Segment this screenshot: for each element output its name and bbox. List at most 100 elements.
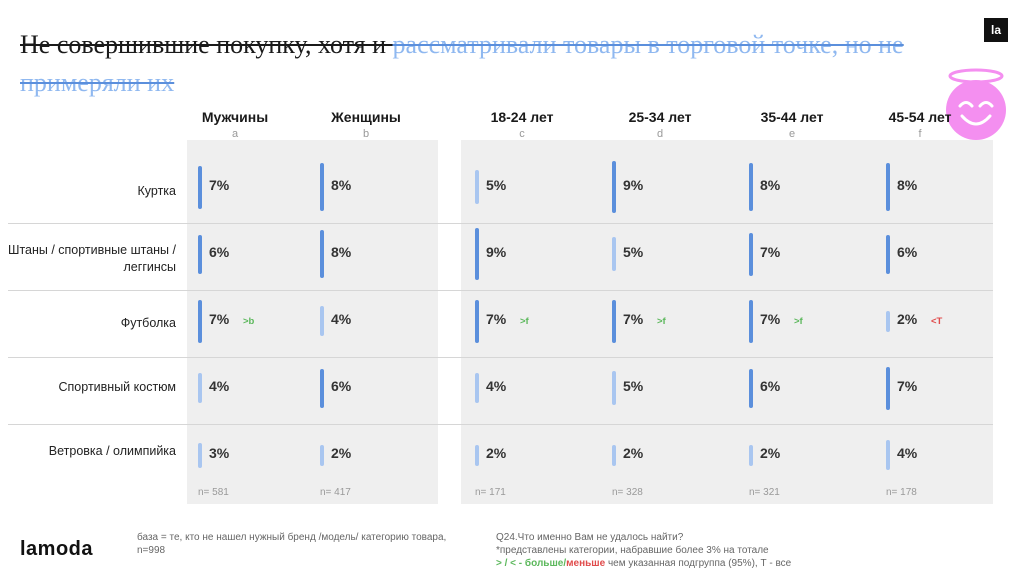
cell-value: 5%: [486, 177, 507, 193]
value-bar: [198, 165, 202, 209]
value-bar: [612, 371, 616, 405]
legend-rest: чем указанная подгруппа (95%), Т - все: [605, 558, 792, 569]
value-bar: [886, 163, 890, 211]
cell-value: 5%: [623, 244, 644, 260]
cell-value: 7%: [209, 311, 230, 327]
column-letter-a: a: [231, 128, 239, 140]
value-bar: [749, 163, 753, 211]
page-title: Не совершившие покупку, хотя и рассматри…: [20, 26, 960, 102]
column-header-d: 25-34 лет: [628, 109, 692, 125]
value-bar: [749, 232, 753, 276]
row-separator: [8, 424, 993, 425]
row-label: Футболка: [120, 316, 176, 330]
value-bar: [475, 170, 479, 204]
cell-value: 3%: [209, 445, 230, 461]
value-bar: [198, 299, 202, 343]
value-bar: [749, 368, 753, 408]
value-bar: [475, 444, 479, 466]
cell-value: 5%: [623, 378, 644, 394]
legend-less: меньше: [566, 558, 606, 569]
lamoda-logo: lamoda: [20, 538, 94, 560]
value-bar: [320, 444, 324, 466]
column-header-e: 35-44 лет: [760, 109, 824, 125]
value-bar: [612, 444, 616, 466]
cell-value: 8%: [760, 177, 781, 193]
cell-value: 2%: [331, 445, 352, 461]
cell-value: 8%: [331, 177, 352, 193]
value-bar: [320, 306, 324, 336]
cell-value: 7%: [897, 378, 918, 394]
value-bar: [612, 237, 616, 271]
cell-value: 6%: [897, 244, 918, 260]
cell-value: 4%: [209, 378, 230, 394]
cell-value: 8%: [897, 177, 918, 193]
cell-value: 6%: [209, 244, 230, 260]
column-letter-c: c: [519, 128, 525, 140]
value-bar: [475, 299, 479, 343]
column-letter-e: e: [788, 128, 796, 140]
row-separator: [8, 223, 993, 224]
title-part-black: Не совершившие покупку, хотя и: [20, 30, 393, 59]
cell-value: 2%: [486, 445, 507, 461]
row-separator: [8, 357, 993, 358]
value-bar: [320, 163, 324, 211]
cell-value: 2%: [623, 445, 644, 461]
column-header-f: 45-54 лет: [888, 109, 952, 125]
value-bar: [886, 366, 890, 410]
legend-sig: > / < - больше/: [496, 558, 567, 569]
significance-marker: >f: [657, 316, 666, 327]
column-n-c: n= 171: [475, 487, 506, 498]
cell-value: 4%: [897, 445, 918, 461]
gender-panel: [187, 140, 438, 504]
column-header-a: Мужчины: [201, 109, 269, 125]
cell-value: 2%: [760, 445, 781, 461]
row-label: Куртка: [137, 184, 177, 198]
footer-question: Q24.Что именно Вам не удалось найти?: [496, 532, 684, 543]
cell-value: 4%: [331, 311, 352, 327]
cell-value: 9%: [486, 244, 507, 260]
significance-marker: >f: [520, 316, 529, 327]
footer-base-note: база = те, кто не нашел нужный бренд /мо…: [137, 532, 447, 556]
value-bar: [886, 234, 890, 274]
cell-value: 7%: [486, 311, 507, 327]
cell-value: 7%: [623, 311, 644, 327]
row-label: Спортивный костюм: [58, 380, 176, 394]
column-header-c: 18-24 лет: [490, 109, 554, 125]
column-n-b: n= 417: [320, 487, 351, 498]
column-letter-f: f: [918, 128, 922, 140]
value-bar: [886, 310, 890, 332]
value-bar: [198, 234, 202, 274]
row-separator: [8, 290, 993, 291]
cell-value: 2%: [897, 311, 918, 327]
cell-value: 6%: [331, 378, 352, 394]
row-label: Штаны / спортивные штаны / леггинсы: [7, 243, 176, 274]
value-bar: [198, 373, 202, 403]
significance-marker: <T: [931, 316, 943, 327]
column-letter-d: d: [656, 128, 664, 140]
row-label: Ветровка / олимпийка: [48, 444, 176, 458]
angel-smiley-icon: [946, 68, 1006, 140]
value-bar: [612, 161, 616, 213]
cell-value: 7%: [760, 311, 781, 327]
value-bar: [475, 228, 479, 280]
value-bar: [886, 440, 890, 470]
significance-marker: >f: [794, 316, 803, 327]
value-bar: [475, 373, 479, 403]
column-header-b: Женщины: [331, 109, 401, 125]
value-bar: [612, 299, 616, 343]
age-panel: [461, 140, 993, 504]
footer-legend: > / < - больше/меньше чем указанная подг…: [496, 557, 836, 570]
column-letter-b: b: [362, 128, 370, 140]
cell-value: 8%: [331, 244, 352, 260]
cell-value: 7%: [760, 244, 781, 260]
value-bar: [749, 299, 753, 343]
value-bar: [749, 444, 753, 466]
title-part-blue: рассматривали товары в торговой точке, н…: [20, 30, 904, 97]
cell-value: 4%: [486, 378, 507, 394]
column-n-a: n= 581: [198, 487, 229, 498]
value-bar: [198, 442, 202, 468]
cell-value: 9%: [623, 177, 644, 193]
value-bar: [320, 230, 324, 278]
column-n-d: n= 328: [612, 487, 643, 498]
value-bar: [320, 368, 324, 408]
